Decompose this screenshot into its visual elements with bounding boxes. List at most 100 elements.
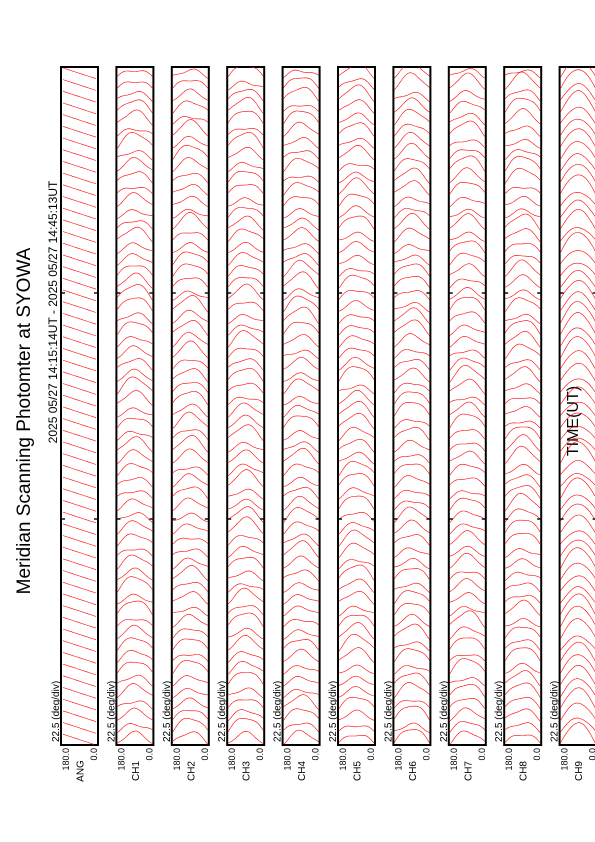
scan-trace [449, 658, 486, 675]
scan-trace [338, 564, 375, 581]
scan-trace [283, 648, 319, 662]
scan-trace [449, 72, 486, 90]
scan-trace [338, 633, 375, 652]
scan-trace [338, 177, 375, 195]
scan-trace [117, 436, 153, 453]
scan-trace [449, 592, 485, 605]
scan-trace [338, 487, 375, 500]
scan-trace [449, 730, 486, 745]
scan-trace [172, 638, 209, 650]
scan-trace [560, 722, 595, 744]
scan-trace [338, 426, 375, 441]
scan-trace [62, 535, 97, 547]
scan-trace [62, 628, 97, 641]
scan-trace [283, 110, 319, 124]
scan-trace [117, 417, 153, 428]
scan-trace [394, 244, 430, 254]
scan-trace [283, 495, 319, 511]
scan-trace [227, 132, 264, 149]
scan-trace [560, 199, 595, 218]
scan-trace [117, 463, 153, 476]
y-tick-label-max: 180.0 [449, 748, 459, 771]
scan-trace [62, 430, 97, 442]
scan-trace [172, 497, 208, 511]
scan-trace [338, 605, 375, 617]
scan-trace [394, 359, 430, 370]
scan-trace [117, 265, 153, 276]
scan-trace [117, 619, 153, 627]
scan-trace [449, 545, 485, 557]
scan-trace [227, 699, 264, 708]
scan-trace [283, 396, 319, 406]
scan-trace [62, 67, 97, 79]
scan-trace [227, 605, 264, 616]
scan-trace [504, 186, 541, 194]
scan-trace [62, 698, 97, 711]
scan-trace [117, 345, 153, 359]
scan-trace [283, 729, 319, 745]
scan-trace [172, 100, 208, 114]
scan-trace [394, 648, 430, 662]
scan-trace [283, 533, 319, 547]
channel-label: CH6 [408, 761, 419, 781]
scan-trace [227, 228, 264, 242]
scan-trace [505, 582, 541, 593]
scan-trace [338, 559, 375, 569]
scan-trace [560, 494, 595, 510]
scan-trace [560, 350, 595, 370]
x-axis-label: TIME(UT) [565, 386, 582, 456]
scan-trace [228, 414, 264, 429]
scan-trace [338, 614, 375, 627]
scan-trace [394, 722, 430, 733]
scan-trace [338, 622, 375, 640]
scan-trace [117, 70, 153, 77]
scan-trace [505, 406, 541, 418]
scan-trace [228, 283, 264, 301]
scan-trace [172, 591, 209, 605]
scan-trace [394, 123, 430, 137]
scan-trace [338, 495, 375, 510]
scan-trace [283, 77, 319, 89]
scan-trace [394, 613, 430, 627]
scan-trace [62, 161, 97, 173]
scan-trace [449, 396, 486, 406]
scan-trace [449, 213, 486, 230]
scan-trace [560, 362, 595, 382]
scan-trace [227, 324, 264, 336]
scan-trace [338, 366, 375, 382]
scan-trace [449, 181, 486, 195]
panel-frame [60, 66, 99, 746]
scan-trace [172, 309, 208, 324]
y-tick-label-min: 0.0 [311, 748, 321, 761]
scan-trace [394, 382, 430, 393]
channel-label: CH4 [297, 761, 308, 781]
scan-trace [172, 119, 208, 137]
scan-trace [338, 725, 375, 732]
scan-trace [172, 391, 209, 405]
scan-trace [394, 263, 430, 277]
panel-traces [504, 69, 541, 743]
panel-frame [392, 66, 432, 746]
scan-trace [228, 634, 264, 651]
scan-trace [117, 512, 153, 523]
scan-trace [338, 473, 375, 487]
scan-trace [117, 477, 153, 488]
scan-trace [117, 253, 153, 266]
scan-trace [504, 485, 541, 499]
scan-trace [117, 430, 153, 441]
scan-trace [172, 263, 209, 277]
scan-trace [394, 519, 430, 534]
scan-trace [449, 698, 486, 709]
scan-trace [117, 226, 153, 243]
scan-trace [283, 253, 319, 266]
scan-trace [560, 250, 595, 264]
channel-label: CH1 [131, 761, 142, 781]
scan-trace [117, 131, 153, 149]
scan-trace [117, 707, 153, 721]
scan-trace [338, 439, 375, 453]
scan-trace [283, 521, 319, 535]
scan-trace [449, 231, 485, 242]
scan-trace [227, 347, 264, 358]
